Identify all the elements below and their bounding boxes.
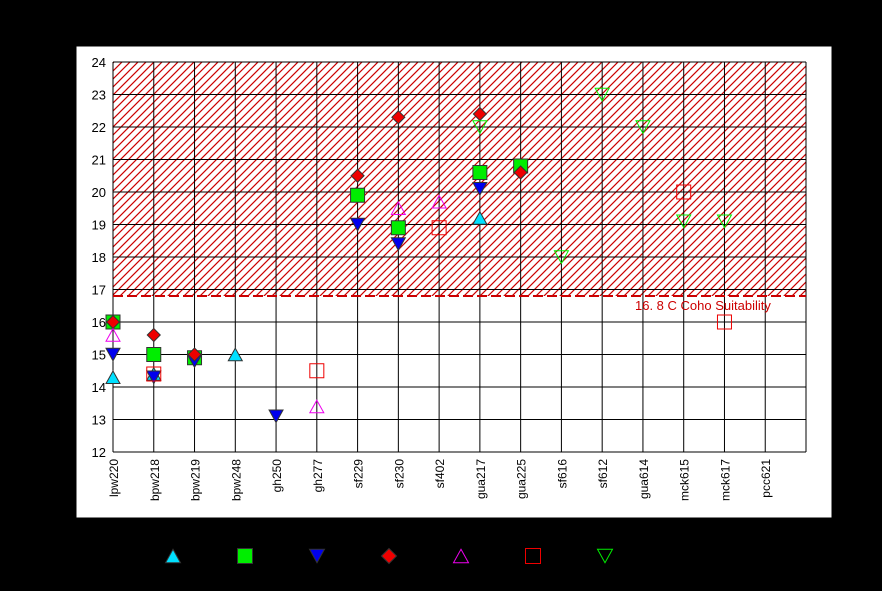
data-point-1996 (349, 217, 366, 232)
x-tick-label: bpw248 (229, 459, 243, 501)
legend-label-2000: 2000 (549, 549, 582, 566)
data-point-1996 (472, 181, 488, 197)
y-axis-label-line-2: temperature (C) (48, 212, 62, 301)
y-tick-label: 17 (92, 283, 106, 298)
data-point-1994 (105, 369, 121, 385)
x-tick-label: mck617 (718, 459, 732, 501)
legend-label-1998: 1998 (477, 549, 510, 566)
x-tick-label: pcc621 (759, 459, 773, 498)
legend-marker-2001 (596, 548, 614, 564)
x-tick-label: gua217 (474, 459, 488, 499)
chart-title: Maximum Floating Weekly Average Temperat… (142, 21, 732, 38)
data-point-2001 (716, 214, 733, 229)
legend-marker-1996 (308, 548, 326, 564)
legend-label-1994: 1994 (189, 549, 222, 566)
x-tick-label: gh277 (311, 459, 325, 493)
x-tick-label: sf612 (596, 459, 610, 489)
y-axis-label-line-1: Maximum floating weekly average water (32, 144, 46, 372)
legend-marker-1994 (164, 548, 182, 564)
x-axis-label: Station Code (389, 531, 457, 543)
suitability-hatched-region (113, 62, 806, 296)
data-point-1996 (105, 347, 121, 362)
data-point-2001 (594, 87, 611, 102)
legend-marker-1997 (380, 547, 398, 565)
x-tick-label: gua614 (637, 459, 651, 499)
y-axis-label: Maximum floating weekly average water te… (32, 141, 62, 372)
y-tick-label: 20 (92, 185, 106, 200)
y-tick-label: 19 (92, 218, 106, 233)
data-point-2001 (675, 214, 692, 229)
y-tick-label: 14 (92, 380, 106, 395)
y-tick-label: 18 (92, 250, 106, 265)
data-point-1997 (391, 110, 406, 125)
x-tick-label: bpw218 (148, 459, 162, 501)
data-point-1997 (513, 165, 528, 180)
x-tick-label: bpw219 (189, 459, 203, 501)
x-tick-label: sf616 (555, 459, 569, 489)
data-point-1997 (350, 168, 365, 183)
data-point-2000 (716, 314, 732, 330)
legend-marker-2000 (525, 548, 541, 564)
data-point-2000 (676, 184, 692, 200)
y-tick-label: 22 (92, 120, 106, 135)
data-point-1998 (105, 327, 121, 342)
x-tick-label: mck615 (678, 459, 692, 501)
legend-label-1995: 1995 (261, 549, 294, 566)
data-point-1995 (350, 187, 366, 203)
data-point-2000 (431, 220, 447, 236)
x-tick-label: sf230 (392, 459, 406, 489)
data-point-1996 (145, 370, 162, 385)
y-tick-label: 16 (92, 315, 106, 330)
y-tick-label: 23 (92, 88, 106, 103)
data-point-1998 (431, 194, 447, 209)
y-tick-label: 24 (92, 55, 106, 70)
x-tick-label: gua225 (515, 459, 529, 499)
data-point-2000 (146, 366, 162, 382)
x-tick-label: lpw220 (107, 459, 121, 497)
x-tick-label: sf402 (433, 459, 447, 489)
y-tick-label: 13 (92, 413, 106, 428)
data-point-1997 (146, 327, 161, 343)
data-point-2001 (472, 120, 488, 135)
legend-label-1997: 1997 (405, 549, 438, 566)
legend-marker-1998 (452, 548, 470, 564)
data-point-1995 (390, 220, 406, 236)
data-point-2001 (553, 250, 570, 265)
x-tick-label: sf229 (352, 459, 366, 489)
y-tick-label: 15 (92, 348, 106, 363)
data-point-1998 (390, 200, 407, 216)
data-point-2000 (309, 363, 325, 379)
data-point-1994 (472, 210, 488, 225)
data-point-1997 (187, 347, 202, 362)
y-tick-label: 21 (92, 153, 106, 168)
data-point-1996 (268, 409, 284, 424)
data-point-2001 (635, 120, 651, 135)
x-tick-label: gh250 (270, 459, 284, 493)
threshold-label: 16. 8 C Coho Suitability (635, 298, 771, 313)
legend-label-2001: 2001 (621, 549, 654, 566)
chart-legend: 1994 1995 1996 1997 1998 2000 2001 (164, 547, 654, 566)
data-point-1998 (308, 399, 325, 414)
y-tick-label: 12 (92, 445, 106, 460)
legend-marker-1995 (237, 548, 253, 564)
data-point-1995 (472, 165, 488, 180)
data-point-1995 (146, 347, 162, 362)
legend-label-1996: 1996 (333, 549, 366, 566)
data-point-1996 (390, 237, 407, 252)
data-point-1994 (227, 347, 244, 362)
